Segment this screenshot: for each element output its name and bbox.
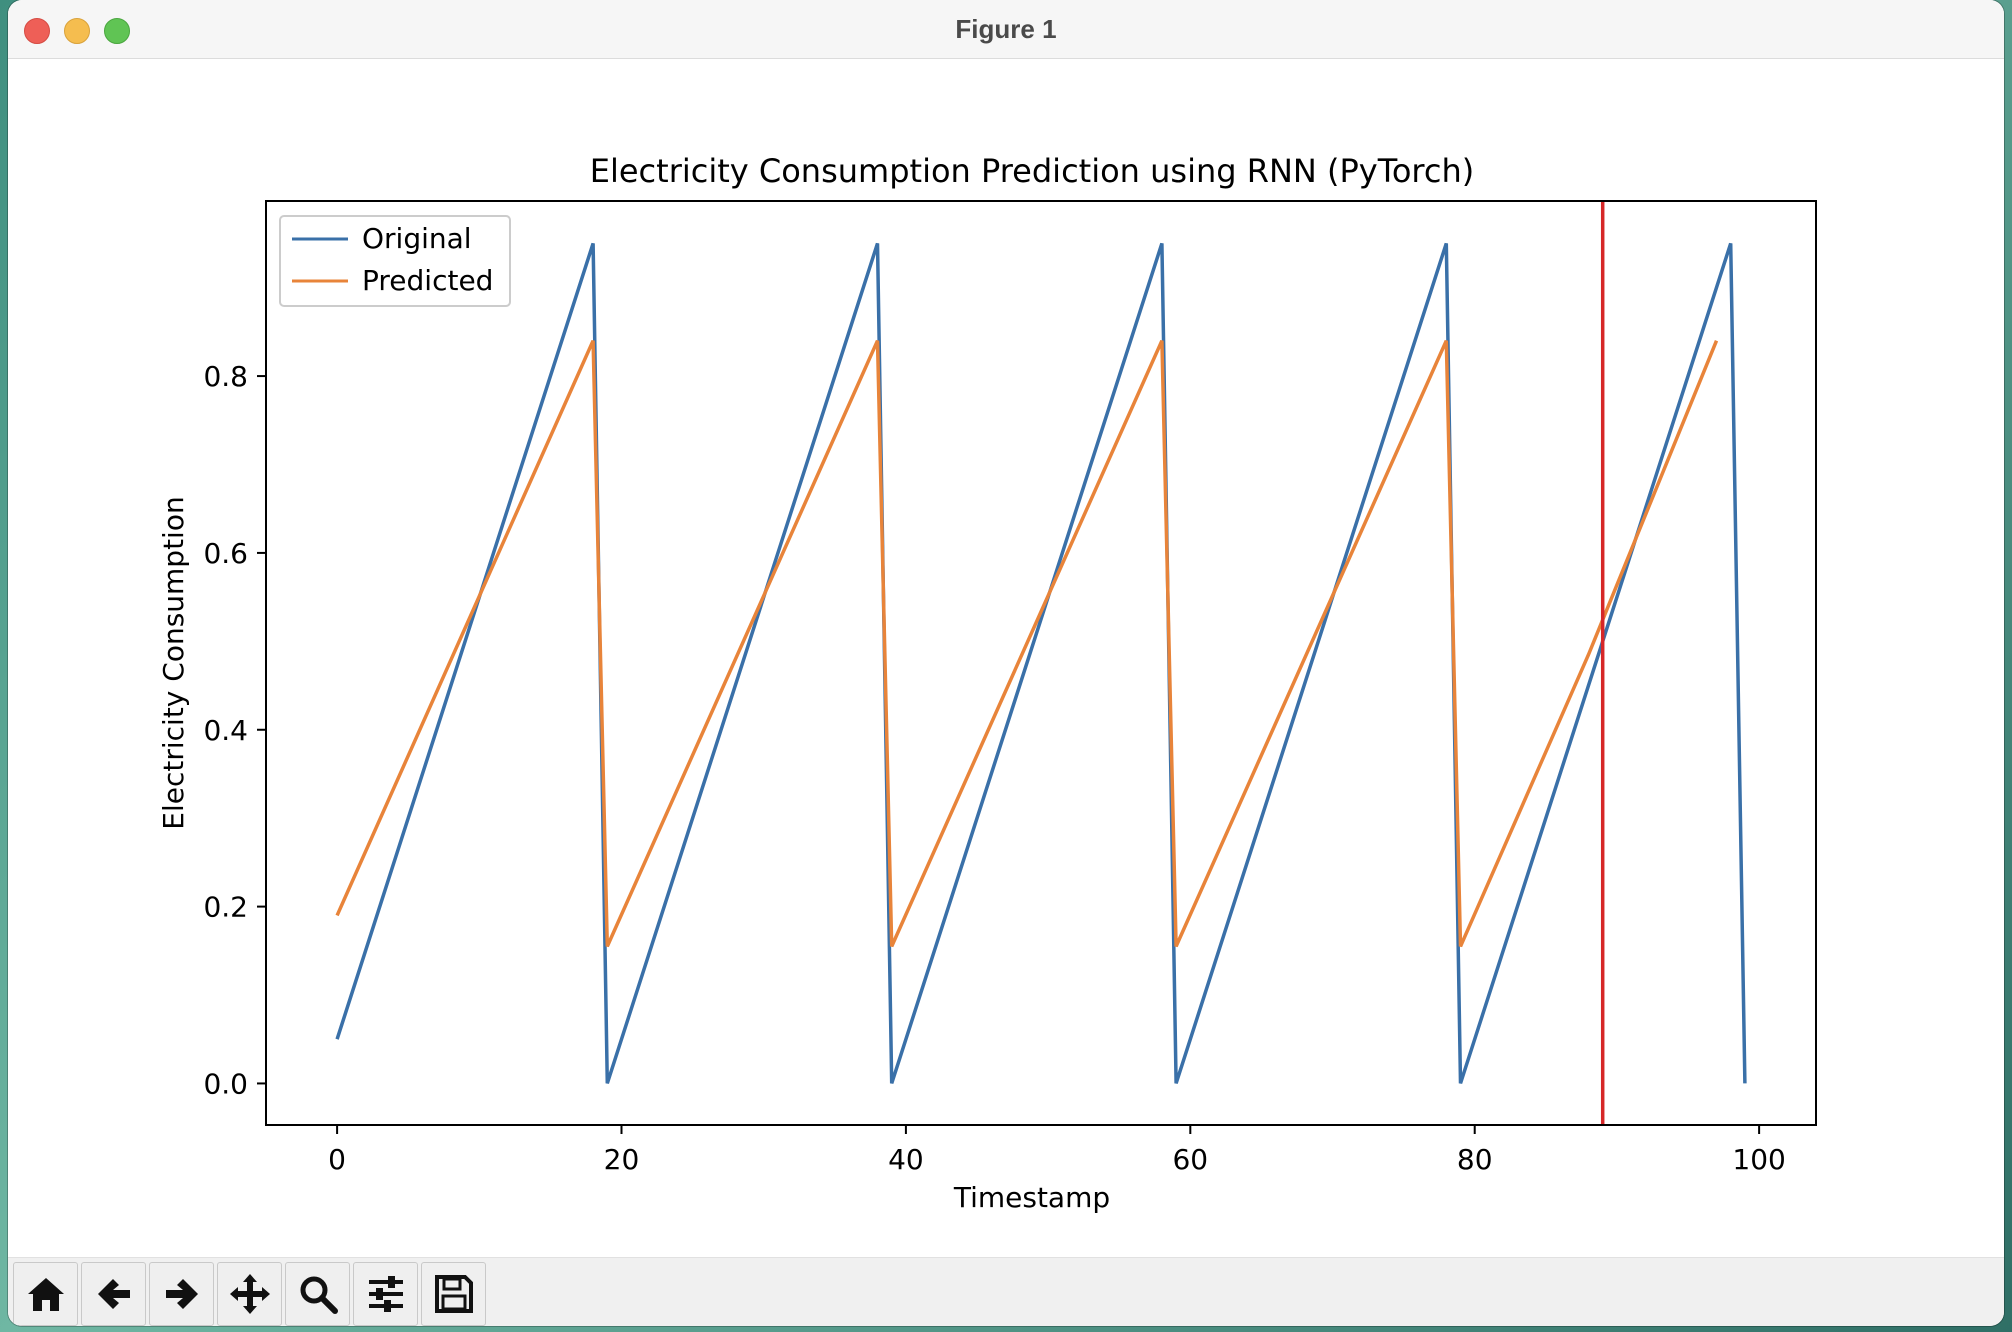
line-chart: Electricity Consumption Prediction using…	[157, 152, 1817, 1214]
x-tick-label: 60	[1172, 1143, 1208, 1176]
save-button[interactable]	[421, 1262, 486, 1326]
arrow-right-icon	[165, 1279, 198, 1309]
x-tick-label: 100	[1732, 1143, 1785, 1176]
magnifier-icon	[300, 1276, 338, 1314]
x-tick-label: 40	[888, 1143, 924, 1176]
x-axis-label: Timestamp	[953, 1181, 1110, 1214]
save-icon	[434, 1275, 473, 1313]
legend-predicted-label: Predicted	[362, 264, 493, 297]
home-button[interactable]	[13, 1262, 78, 1326]
figure-window: Figure 1 Electricity Consumption Predict…	[8, 0, 2004, 1326]
forward-button[interactable]	[149, 1262, 214, 1326]
y-tick-label: 0.0	[203, 1067, 248, 1100]
pan-button[interactable]	[217, 1262, 282, 1326]
zoom-window-button[interactable]	[104, 18, 130, 44]
y-tick-label: 0.8	[203, 360, 248, 393]
x-tick-label: 0	[328, 1143, 346, 1176]
zoom-button[interactable]	[285, 1262, 350, 1326]
window-title: Figure 1	[955, 14, 1057, 44]
plot-frame	[265, 200, 1817, 1126]
legend-original-label: Original	[362, 222, 472, 255]
x-tick-label: 20	[604, 1143, 640, 1176]
configure-subplots-button[interactable]	[353, 1262, 418, 1326]
sliders-icon	[368, 1276, 403, 1312]
move-icon	[229, 1274, 270, 1314]
home-icon	[27, 1278, 64, 1311]
series-line-predicted	[335, 339, 1719, 948]
series-line-original	[335, 242, 1747, 1084]
legend: Original Predicted	[279, 215, 511, 307]
y-axis-label: Electricity Consumption	[157, 496, 190, 829]
minimize-window-button[interactable]	[64, 18, 90, 44]
navigation-toolbar	[8, 1257, 2004, 1326]
back-button[interactable]	[81, 1262, 146, 1326]
y-tick-label: 0.2	[203, 891, 248, 924]
arrow-left-icon	[97, 1279, 130, 1309]
title-bar: Figure 1	[8, 0, 2004, 59]
close-window-button[interactable]	[24, 18, 50, 44]
y-tick-label: 0.4	[203, 714, 248, 747]
figure-canvas[interactable]: Electricity Consumption Prediction using…	[8, 59, 2004, 1257]
x-tick-label: 80	[1457, 1143, 1493, 1176]
chart-title: Electricity Consumption Prediction using…	[590, 152, 1474, 190]
y-tick-label: 0.6	[203, 537, 248, 570]
